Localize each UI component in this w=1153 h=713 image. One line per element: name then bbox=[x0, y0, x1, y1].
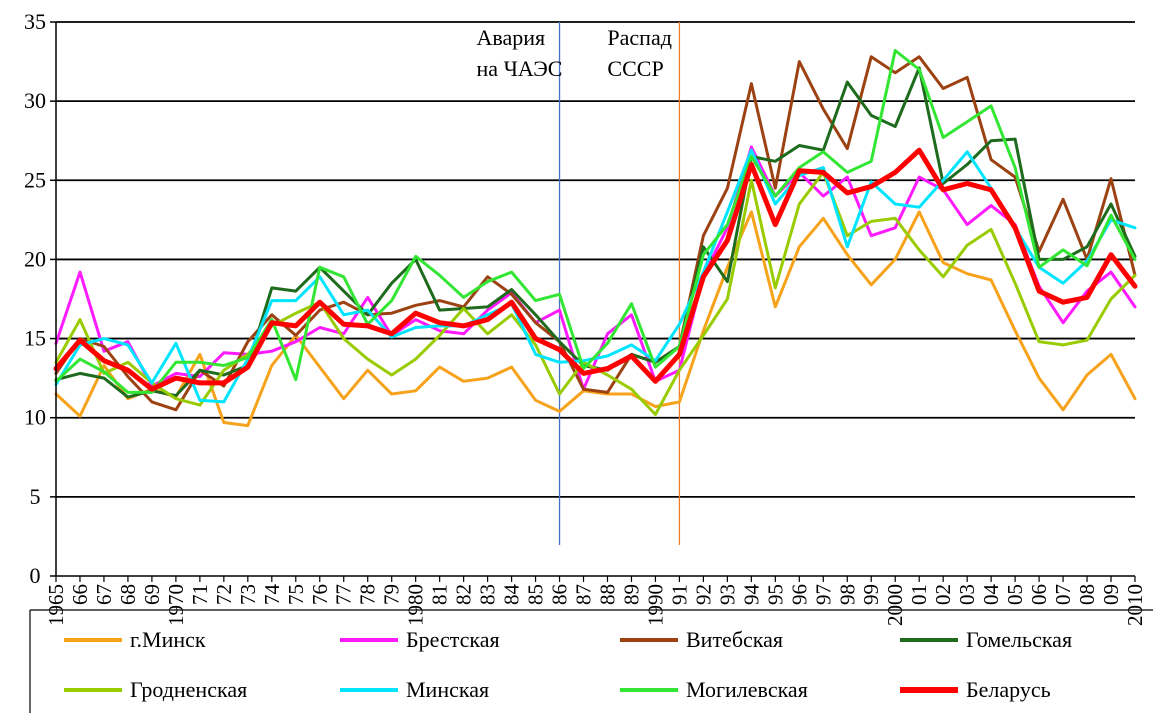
series-line bbox=[54, 49, 1137, 394]
series-line bbox=[54, 148, 1137, 404]
x-tick-label: 96 bbox=[787, 584, 811, 605]
x-tick-label: 79 bbox=[380, 584, 404, 605]
x-tick-label: 08 bbox=[1075, 584, 1099, 605]
y-tick-label: 5 bbox=[30, 484, 41, 509]
x-tick-label: 73 bbox=[236, 584, 260, 605]
legend-label: Брестская bbox=[406, 627, 500, 652]
x-tick-label: 2010 bbox=[1123, 584, 1147, 626]
x-tick-label: 93 bbox=[715, 584, 739, 605]
x-tick-label: 03 bbox=[955, 584, 979, 605]
x-tick-label: 04 bbox=[979, 584, 1003, 606]
gridlines bbox=[56, 21, 1135, 498]
x-tick-label: 68 bbox=[116, 584, 140, 605]
x-tick-label: 75 bbox=[284, 584, 308, 605]
x-tick-label: 95 bbox=[763, 584, 787, 605]
y-tick-label: 15 bbox=[24, 326, 46, 351]
x-tick-labels: 1965 66 67 68 69 1970 71 72 73 74 75 76 77 78 79 1980 81… bbox=[44, 576, 1147, 626]
x-tick-label: 88 bbox=[595, 584, 619, 605]
y-tick-label: 10 bbox=[24, 405, 46, 430]
x-tick-label: 97 bbox=[811, 584, 835, 605]
x-tick-label: 66 bbox=[68, 584, 92, 605]
x-tick-label: 91 bbox=[667, 584, 691, 605]
x-tick-label: 99 bbox=[859, 584, 883, 605]
x-tick-label: 1970 bbox=[164, 584, 188, 626]
y-tick-label: 35 bbox=[24, 9, 46, 34]
x-tick-label: 1980 bbox=[404, 584, 428, 626]
x-tick-label: 05 bbox=[1003, 584, 1027, 605]
x-tick-label: 78 bbox=[356, 584, 380, 605]
series-line bbox=[54, 170, 1137, 416]
x-tick-label: 1990 bbox=[643, 584, 667, 626]
legend-label: Минская bbox=[406, 677, 489, 702]
x-tick-label: 77 bbox=[332, 584, 356, 605]
legend-label: Гомельская bbox=[966, 627, 1072, 652]
x-tick-label: 74 bbox=[260, 584, 284, 606]
series-line bbox=[54, 210, 1137, 428]
x-tick-label: 2000 bbox=[883, 584, 907, 626]
x-tick-label: 94 bbox=[739, 584, 763, 606]
x-tick-label: 83 bbox=[476, 584, 500, 605]
legend-label: Беларусь bbox=[966, 677, 1051, 702]
annotation-label: Распад bbox=[607, 25, 672, 50]
annotation-label: на ЧАЭС bbox=[477, 56, 563, 81]
series-line bbox=[54, 145, 1137, 391]
x-tick-label: 98 bbox=[835, 584, 859, 605]
y-tick-labels: 0 5 10 15 20 25 30 35 bbox=[24, 9, 56, 588]
legend-label: г.Минск bbox=[130, 627, 206, 652]
x-tick-label: 06 bbox=[1027, 584, 1051, 605]
x-tick-label: 76 bbox=[308, 584, 332, 605]
x-tick-label: 81 bbox=[428, 584, 452, 605]
y-tick-label: 25 bbox=[24, 167, 46, 192]
x-tick-label: 87 bbox=[572, 584, 596, 605]
series-lines bbox=[53, 49, 1138, 428]
annotation-lines bbox=[558, 22, 681, 545]
annotation-label: Авария bbox=[477, 25, 546, 50]
legend: г.Минск Брестская Витебская Гомельская Гродн… bbox=[29, 609, 1153, 713]
y-tick-label: 30 bbox=[24, 88, 46, 113]
x-tick-label: 86 bbox=[548, 584, 572, 605]
x-tick-label: 67 bbox=[92, 584, 116, 605]
series-line bbox=[53, 147, 1138, 392]
x-tick-label: 1965 bbox=[44, 584, 68, 626]
y-tick-label: 0 bbox=[30, 563, 41, 588]
x-tick-label: 72 bbox=[212, 584, 236, 605]
x-tick-label: 92 bbox=[691, 584, 715, 605]
x-tick-label: 69 bbox=[140, 584, 164, 605]
y-tick-label: 20 bbox=[24, 246, 46, 271]
x-tick-label: 84 bbox=[500, 584, 524, 606]
x-tick-label: 09 bbox=[1099, 584, 1123, 605]
legend-label: Могилевская bbox=[686, 677, 808, 702]
x-tick-label: 82 bbox=[452, 584, 476, 605]
x-tick-label: 02 bbox=[931, 584, 955, 605]
axes bbox=[55, 22, 1135, 577]
x-tick-label: 71 bbox=[188, 584, 212, 605]
annotations: Авария на ЧАЭС Распад СССР bbox=[477, 25, 672, 81]
x-tick-label: 07 bbox=[1051, 584, 1075, 605]
annotation-label: СССР bbox=[607, 56, 663, 81]
x-tick-label: 85 bbox=[524, 584, 548, 605]
legend-label: Витебская bbox=[686, 627, 783, 652]
x-tick-label: 89 bbox=[619, 584, 643, 605]
x-tick-label: 01 bbox=[907, 584, 931, 605]
legend-label: Гродненская bbox=[130, 677, 247, 702]
